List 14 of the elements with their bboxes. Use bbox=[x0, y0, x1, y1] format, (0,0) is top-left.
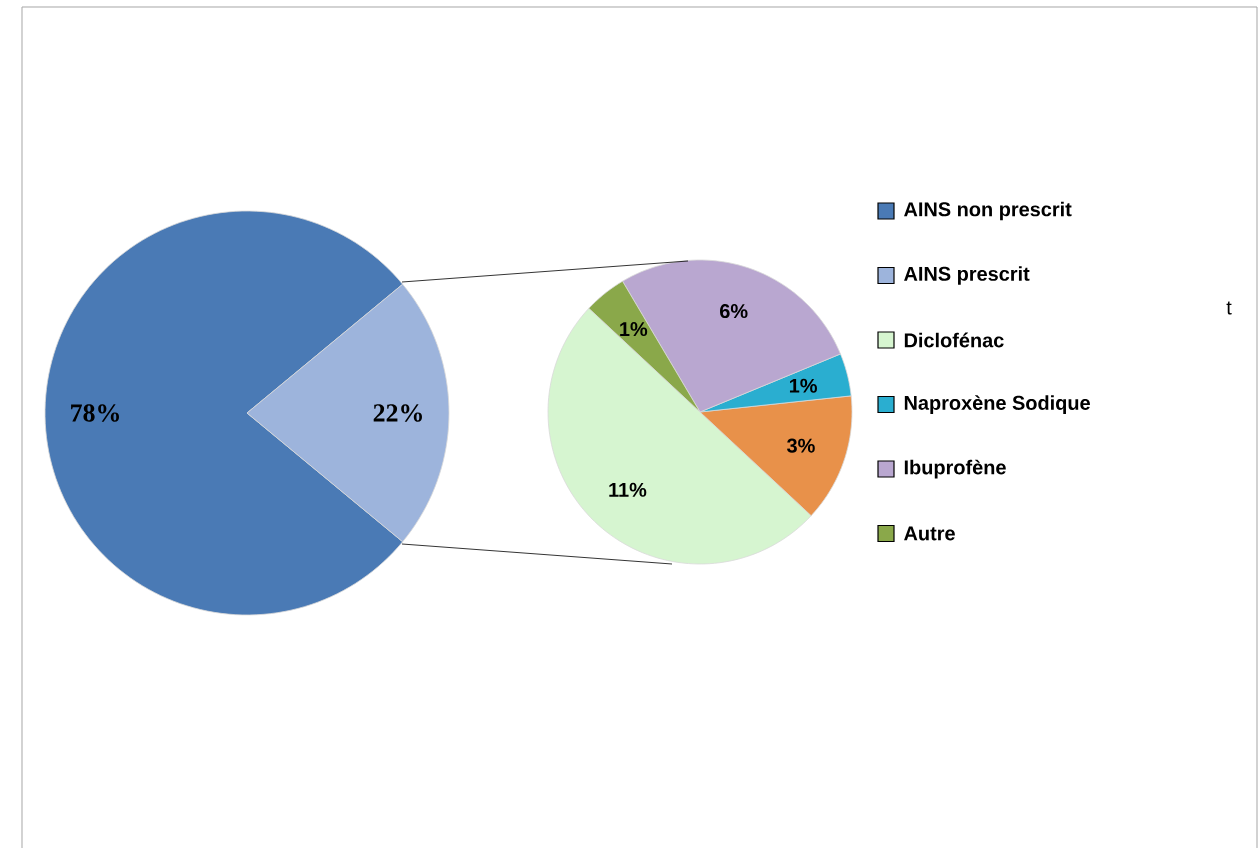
legend-label: Autre bbox=[904, 526, 955, 541]
legend-label: Diclofénac bbox=[904, 332, 1004, 348]
legend-label: AINS prescrit bbox=[904, 265, 1030, 285]
data-label: 3% bbox=[786, 438, 815, 453]
legend-label: Naproxène Sodique bbox=[904, 394, 1090, 414]
legend-label: AINS non prescrit bbox=[904, 201, 1072, 221]
data-label: 1% bbox=[789, 378, 817, 393]
legend-label: Ibuprofène bbox=[904, 459, 1006, 479]
text: t bbox=[1226, 301, 1232, 315]
data-label: 78% bbox=[71, 403, 119, 422]
data-label: 6% bbox=[720, 303, 748, 318]
data-label: 11% bbox=[609, 482, 647, 497]
data-label: 1% bbox=[620, 321, 648, 336]
data-label: 22% bbox=[373, 403, 422, 422]
